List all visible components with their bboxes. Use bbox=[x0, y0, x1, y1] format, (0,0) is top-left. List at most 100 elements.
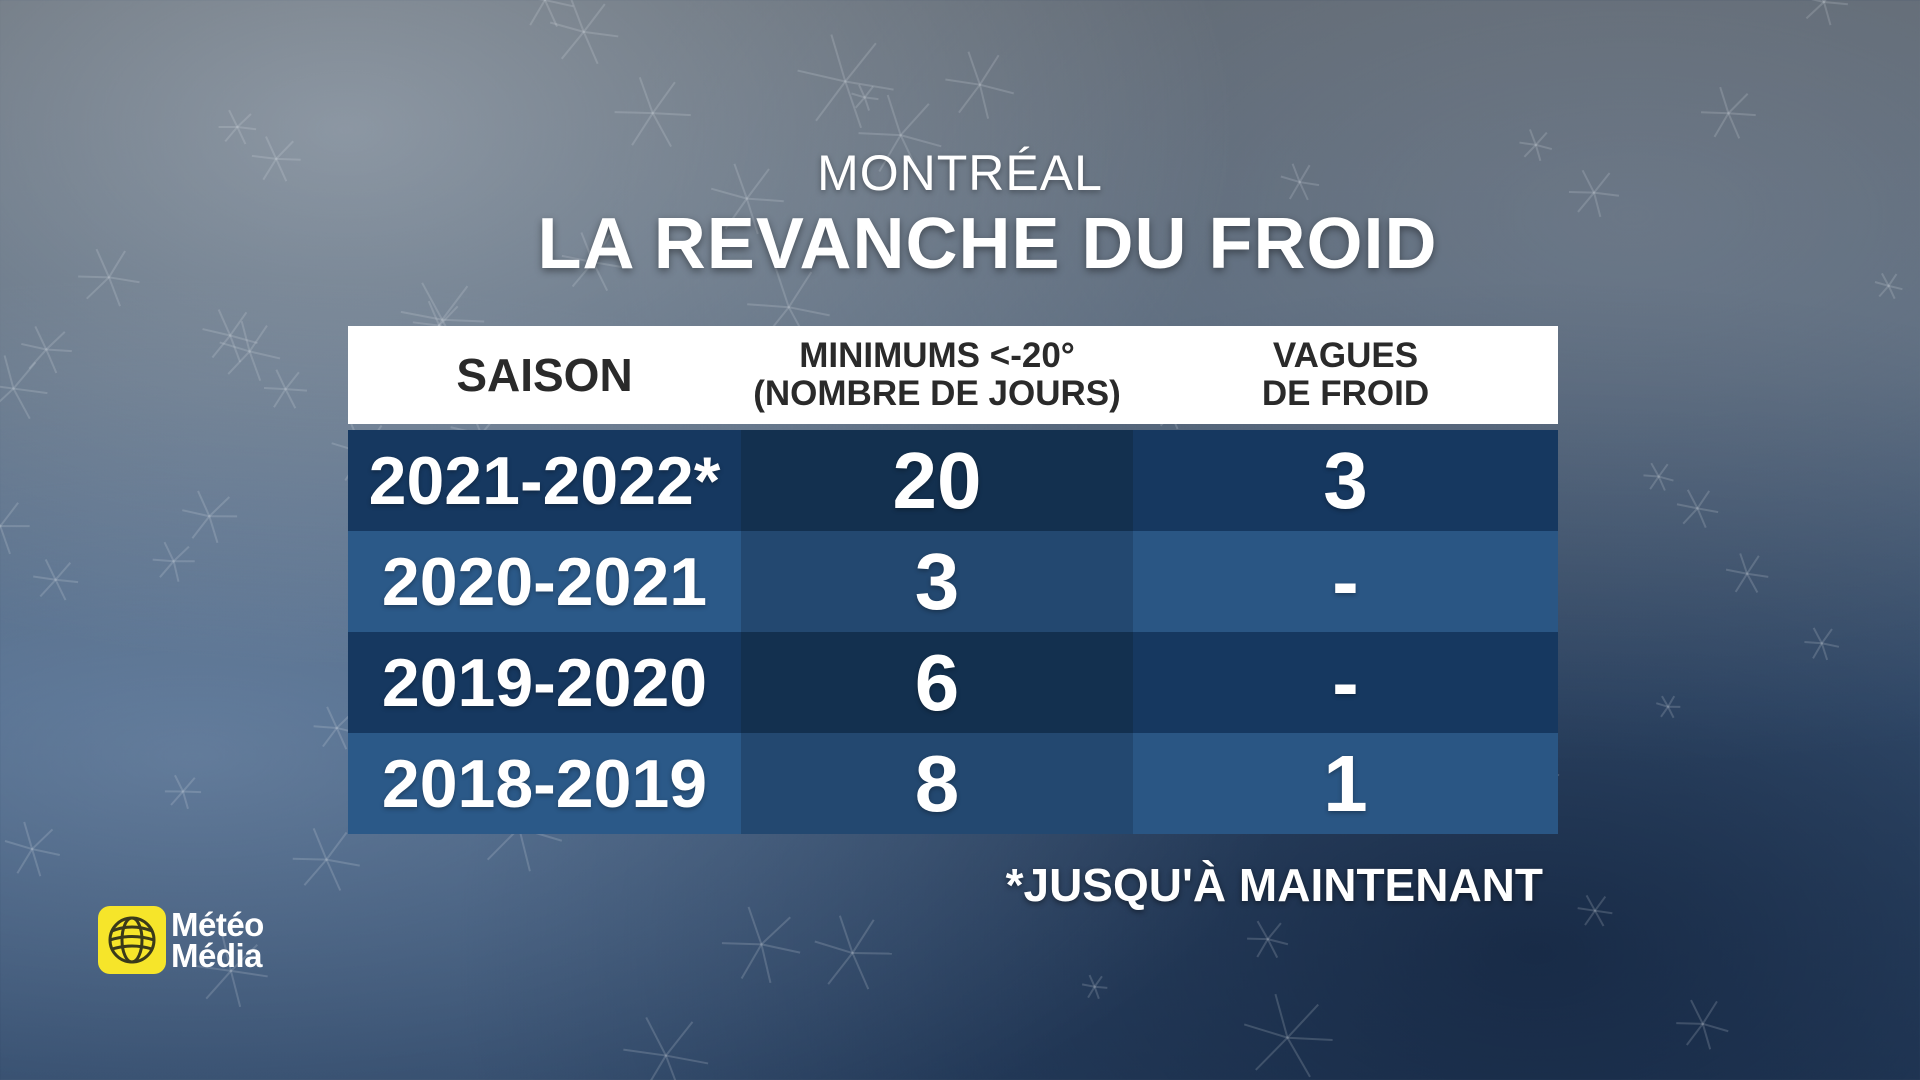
frost-stroke bbox=[827, 952, 854, 985]
frost-stroke bbox=[182, 791, 189, 810]
frost-stroke bbox=[1667, 706, 1675, 719]
frost-stroke bbox=[650, 1055, 667, 1080]
frost-stroke bbox=[1874, 281, 1889, 287]
table-row: 2018-2019 8 1 bbox=[348, 733, 1558, 834]
frost-stroke bbox=[1584, 910, 1596, 926]
frost-stroke bbox=[1529, 129, 1537, 146]
frost-stroke bbox=[211, 334, 231, 359]
frost-stroke bbox=[248, 351, 262, 382]
frost-stroke bbox=[665, 1054, 709, 1065]
frost-stroke bbox=[1298, 164, 1311, 183]
frost-stroke bbox=[1682, 507, 1699, 525]
header-season: SAISON bbox=[456, 349, 633, 401]
frost-stroke bbox=[108, 250, 126, 278]
frost-stroke bbox=[652, 112, 691, 117]
frost-stroke bbox=[645, 1016, 667, 1057]
frost-stroke bbox=[33, 575, 56, 581]
frost-stroke bbox=[814, 940, 853, 954]
frost-stroke bbox=[1734, 573, 1748, 593]
frost-stroke bbox=[174, 774, 184, 792]
frost-stroke bbox=[978, 84, 990, 119]
frost-stroke bbox=[0, 385, 14, 390]
frost-stroke bbox=[1658, 475, 1674, 482]
frost-stroke bbox=[159, 560, 175, 578]
logo-line-1: Météo bbox=[171, 906, 264, 943]
cell-cold-waves: - bbox=[1133, 531, 1558, 632]
frost-stroke bbox=[1746, 555, 1760, 575]
frost-stroke bbox=[979, 54, 1000, 86]
city-subtitle: MONTRÉAL bbox=[817, 145, 1103, 201]
frost-stroke bbox=[1697, 507, 1719, 514]
frost-stroke bbox=[1701, 1023, 1712, 1050]
frost-stroke bbox=[193, 964, 232, 972]
frost-stroke bbox=[651, 81, 676, 114]
frost-stroke bbox=[1812, 642, 1823, 659]
frost-stroke bbox=[1746, 573, 1759, 593]
frost-stroke bbox=[3, 355, 15, 389]
frost-stroke bbox=[1657, 463, 1669, 478]
frost-stroke bbox=[1804, 640, 1822, 645]
frost-stroke bbox=[1727, 93, 1749, 114]
frost-stroke bbox=[721, 942, 762, 946]
frost-stroke bbox=[1823, 0, 1848, 6]
frost-stroke bbox=[1820, 642, 1829, 661]
frost-stroke bbox=[44, 559, 57, 581]
frost-stroke bbox=[582, 31, 599, 65]
frost-stroke bbox=[851, 919, 875, 954]
frost-stroke bbox=[208, 515, 219, 544]
frost-stroke bbox=[838, 915, 854, 954]
cell-minimums: 8 bbox=[741, 733, 1133, 834]
frost-stroke bbox=[1805, 1, 1825, 20]
frost-stroke bbox=[284, 388, 297, 409]
frost-stroke bbox=[312, 828, 328, 861]
header-minimums: MINIMUMS <-20° (NOMBRE DE JOURS) bbox=[753, 336, 1121, 413]
frost-stroke bbox=[21, 342, 47, 351]
frost-stroke bbox=[265, 136, 278, 160]
cell-minimums: 3 bbox=[741, 531, 1133, 632]
frost-stroke bbox=[958, 84, 981, 114]
frost-stroke bbox=[544, 0, 558, 27]
frost-stroke bbox=[31, 848, 60, 856]
frost-stroke bbox=[34, 325, 48, 350]
frost-stroke bbox=[251, 154, 277, 160]
frost-stroke bbox=[1685, 1023, 1704, 1046]
logo-line-2: Média bbox=[171, 937, 263, 974]
frost-stroke bbox=[1298, 181, 1309, 201]
frost-stroke bbox=[31, 848, 42, 877]
frost-stroke bbox=[746, 168, 770, 200]
frost-stroke bbox=[1643, 474, 1659, 478]
frost-stroke bbox=[1656, 702, 1669, 708]
frost-stroke bbox=[1577, 907, 1596, 912]
frost-stroke bbox=[45, 331, 66, 351]
frost-stroke bbox=[665, 1021, 694, 1057]
frost-stroke bbox=[400, 310, 443, 321]
frost-stroke bbox=[878, 134, 902, 172]
frost-stroke bbox=[1878, 285, 1890, 298]
frost-stroke bbox=[638, 76, 654, 114]
frost-stroke bbox=[335, 727, 348, 750]
frost-stroke bbox=[326, 706, 338, 729]
frost-stroke bbox=[1650, 462, 1660, 478]
frost-stroke bbox=[229, 335, 242, 363]
frost-stroke bbox=[248, 324, 268, 352]
frost-stroke bbox=[1888, 284, 1903, 291]
frost-stroke bbox=[228, 109, 239, 128]
frost-stroke bbox=[1267, 938, 1289, 946]
frost-stroke bbox=[219, 341, 250, 353]
frost-stroke bbox=[182, 777, 196, 793]
frost-stroke bbox=[1821, 628, 1833, 644]
cell-season: 2018-2019 bbox=[348, 733, 741, 834]
frost-stroke bbox=[1661, 695, 1669, 708]
frost-stroke bbox=[0, 387, 15, 403]
frost-stroke bbox=[1593, 192, 1602, 218]
frost-stroke bbox=[1535, 143, 1553, 151]
frost-stroke bbox=[1081, 983, 1095, 988]
cell-minimums: 20 bbox=[741, 430, 1133, 531]
frost-stroke bbox=[28, 348, 48, 370]
frost-stroke bbox=[544, 0, 574, 8]
frost-stroke bbox=[229, 311, 248, 337]
frost-stroke bbox=[442, 318, 485, 323]
frost-stroke bbox=[54, 579, 67, 601]
frost-stroke bbox=[1523, 144, 1537, 158]
frost-stroke bbox=[761, 943, 801, 954]
